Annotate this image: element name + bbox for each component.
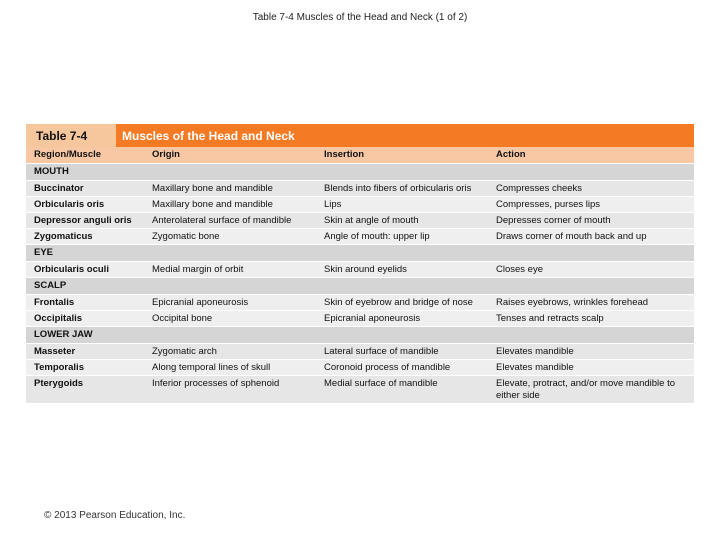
section-label: SCALP	[34, 280, 67, 291]
insertion-cell: Lips	[324, 199, 342, 210]
table-row: Temporalis Along temporal lines of skull C…	[26, 360, 694, 376]
table-row: Orbicularis oculi Medial margin of orbit S…	[26, 262, 694, 278]
table-row: Zygomaticus Zygomatic bone Angle of mouth:…	[26, 229, 694, 245]
origin-cell: Inferior processes of sphenoid	[152, 378, 280, 389]
table-number: Table 7-4	[26, 124, 116, 147]
section-row: EYE	[26, 245, 694, 262]
action-cell: Depresses corner of mouth	[496, 215, 611, 226]
section-label: MOUTH	[34, 166, 69, 177]
table-row: Pterygoids Inferior processes of sphenoid…	[26, 376, 694, 404]
section-label: EYE	[34, 247, 54, 258]
origin-cell: Medial margin of orbit	[152, 264, 244, 275]
muscle-name: Frontalis	[34, 297, 75, 308]
action-cell: Elevates mandible	[496, 362, 574, 373]
table-title-band: Table 7-4 Muscles of the Head and Neck	[26, 124, 694, 147]
table-row: Orbicularis oris Maxillary bone and mandi…	[26, 197, 694, 213]
muscle-table: Table 7-4 Muscles of the Head and Neck R…	[26, 124, 694, 404]
action-cell: Tenses and retracts scalp	[496, 313, 604, 324]
origin-cell: Anterolateral surface of mandible	[152, 215, 292, 226]
insertion-cell: Lateral surface of mandible	[324, 346, 439, 357]
insertion-cell: Coronoid process of mandible	[324, 362, 451, 373]
insertion-cell: Skin at angle of mouth	[324, 215, 419, 226]
table-row: Occipitalis Occipital bone Epicranial apon…	[26, 311, 694, 327]
table-row: Frontalis Epicranial aponeurosis Skin of e…	[26, 295, 694, 311]
muscle-name: Zygomaticus	[34, 231, 93, 242]
section-row: MOUTH	[26, 164, 694, 181]
muscle-name: Buccinator	[34, 183, 84, 194]
action-cell: Raises eyebrows, wrinkles forehead	[496, 297, 649, 308]
muscle-name: Occipitalis	[34, 313, 83, 324]
section-label: LOWER JAW	[34, 329, 93, 340]
muscle-name: Pterygoids	[34, 378, 84, 389]
insertion-cell: Skin around eyelids	[324, 264, 407, 275]
copyright-footer: © 2013 Pearson Education, Inc.	[44, 510, 186, 521]
action-cell: Closes eye	[496, 264, 543, 275]
muscle-name: Depressor anguli oris	[34, 215, 132, 226]
table-row: Masseter Zygomatic arch Lateral surface of…	[26, 344, 694, 360]
action-cell: Elevates mandible	[496, 346, 574, 357]
action-cell: Elevate, protract, and/or move mandible …	[496, 378, 676, 401]
insertion-cell: Medial surface of mandible	[324, 378, 438, 389]
origin-cell: Zygomatic arch	[152, 346, 217, 357]
column-header: Action	[496, 149, 526, 160]
slide-title: Table 7-4 Muscles of the Head and Neck (…	[252, 12, 468, 23]
origin-cell: Epicranial aponeurosis	[152, 297, 249, 308]
origin-cell: Occipital bone	[152, 313, 213, 324]
action-cell: Compresses cheeks	[496, 183, 583, 194]
muscle-name: Masseter	[34, 346, 76, 357]
section-row: SCALP	[26, 278, 694, 295]
table-body: MOUTH Buccinator Maxillary bone and mandib…	[26, 164, 694, 404]
muscle-name: Temporalis	[34, 362, 84, 373]
insertion-cell: Epicranial aponeurosis	[324, 313, 421, 324]
insertion-cell: Angle of mouth: upper lip	[324, 231, 430, 242]
origin-cell: Maxillary bone and mandible	[152, 183, 273, 194]
insertion-cell: Skin of eyebrow and bridge of nose	[324, 297, 473, 308]
origin-cell: Maxillary bone and mandible	[152, 199, 273, 210]
origin-cell: Along temporal lines of skull	[152, 362, 271, 373]
action-cell: Draws corner of mouth back and up	[496, 231, 647, 242]
table-title: Muscles of the Head and Neck	[122, 128, 295, 143]
table-header-row: Region/Muscle Origin Insertion Action	[26, 147, 694, 164]
section-row: LOWER JAW	[26, 327, 694, 344]
origin-cell: Zygomatic bone	[152, 231, 220, 242]
column-header: Region/Muscle	[34, 149, 102, 160]
table-row: Depressor anguli oris Anterolateral surfa…	[26, 213, 694, 229]
muscle-name: Orbicularis oculi	[34, 264, 109, 275]
insertion-cell: Blends into fibers of orbicularis oris	[324, 183, 472, 194]
muscle-name: Orbicularis oris	[34, 199, 105, 210]
table-row: Buccinator Maxillary bone and mandible Ble…	[26, 181, 694, 197]
action-cell: Compresses, purses lips	[496, 199, 601, 210]
column-header: Origin	[152, 149, 180, 160]
column-header: Insertion	[324, 149, 365, 160]
